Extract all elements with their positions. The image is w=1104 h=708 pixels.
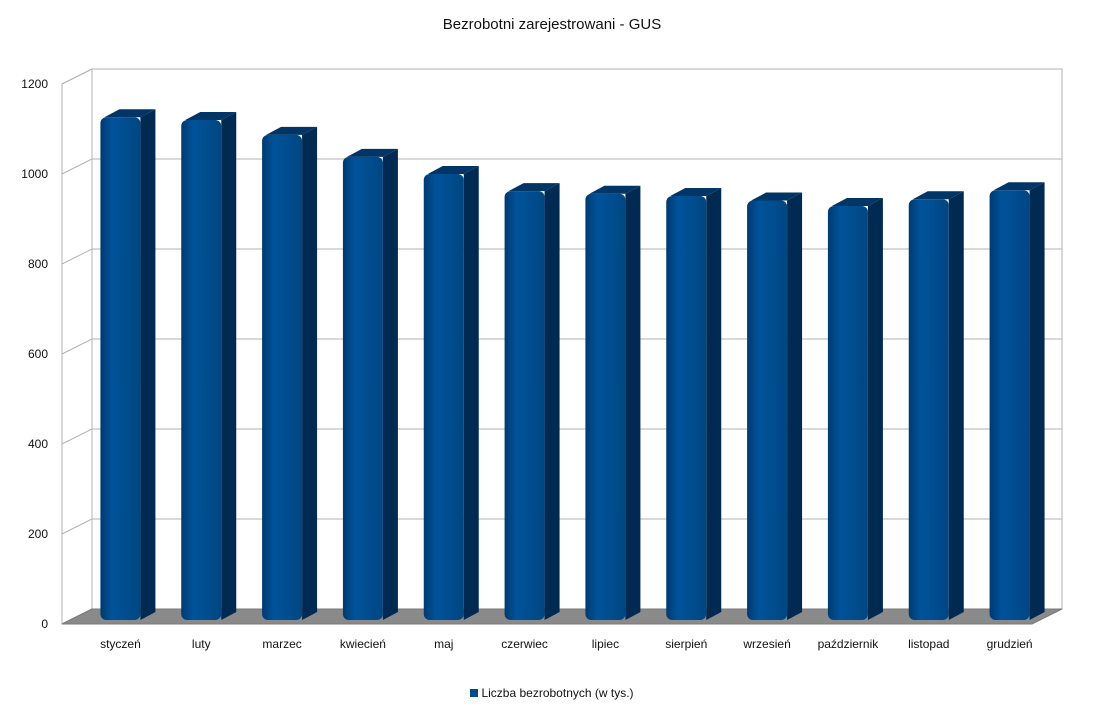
bar (989, 182, 1045, 620)
y-tick-label: 200 (28, 527, 48, 541)
y-tick-label: 1000 (21, 167, 48, 181)
bar-front (262, 134, 303, 620)
bar-side (302, 126, 318, 620)
bar-side (221, 112, 237, 620)
bar-front (342, 156, 383, 620)
x-tick-label: listopad (908, 637, 949, 651)
gridline (61, 248, 1062, 265)
gridlines (61, 68, 1062, 625)
bar (342, 148, 398, 620)
bar-top (831, 197, 883, 206)
y-tick-label: 800 (28, 257, 48, 271)
bar-front (989, 190, 1030, 620)
gridline (61, 518, 1062, 535)
bar-top (670, 188, 722, 197)
bar (504, 183, 560, 620)
x-tick-label: lipiec (592, 637, 619, 651)
legend-swatch (470, 688, 479, 697)
bar (423, 166, 479, 620)
bar-front (181, 120, 222, 620)
bar (747, 192, 803, 621)
y-tick-label: 400 (28, 437, 48, 451)
gridline (61, 428, 1062, 445)
bar-front (908, 199, 949, 620)
bar (585, 185, 641, 621)
x-tick-label: luty (192, 637, 211, 651)
x-tick-label: sierpień (665, 637, 707, 651)
bar-side (787, 192, 803, 621)
gridline (61, 68, 1062, 85)
bar-side (625, 185, 641, 621)
bar (262, 126, 318, 620)
bar (181, 112, 237, 620)
bar-side (544, 183, 560, 620)
bar-top (751, 192, 803, 201)
bar-top (993, 182, 1045, 191)
x-tick-label: marzec (262, 637, 301, 651)
bar-front (666, 196, 707, 621)
bar-side (463, 166, 479, 620)
y-tick-label: 600 (28, 347, 48, 361)
bar-side (948, 191, 964, 620)
x-tick-label: czerwiec (501, 637, 548, 651)
bar (827, 197, 883, 620)
x-tick-label: maj (434, 637, 453, 651)
bar-front (827, 205, 868, 620)
legend: Liczba bezrobotnych (w tys.) (0, 686, 1104, 700)
y-axis-ticks: 0 200 400 600 800 1000 1200 (21, 77, 48, 631)
bar-front (100, 117, 141, 621)
bar (100, 109, 156, 621)
gridline (61, 338, 1062, 355)
x-tick-label: kwiecień (340, 637, 386, 651)
bar-side (706, 188, 722, 621)
bar-side (867, 197, 883, 620)
bar-top (346, 148, 398, 157)
bar-top (427, 166, 479, 174)
bar-top (508, 183, 560, 192)
bar-front (585, 193, 626, 621)
y-tick-label: 1200 (21, 77, 48, 91)
legend-label: Liczba bezrobotnych (w tys.) (481, 686, 634, 700)
x-tick-label: październik (818, 637, 880, 651)
bar-front (504, 191, 545, 620)
x-tick-label: styczeń (100, 637, 141, 651)
bar-top (912, 191, 964, 200)
x-tick-label: wrzesień (742, 637, 790, 651)
bar-top (266, 126, 318, 135)
bar-front (747, 200, 788, 621)
bar-side (140, 109, 156, 621)
bar-front (423, 174, 464, 620)
bar (908, 191, 964, 620)
gridline (61, 158, 1062, 175)
x-tick-label: grudzień (987, 637, 1033, 651)
bar (666, 188, 722, 621)
bar-top (589, 185, 641, 194)
x-axis-ticks: styczeń luty marzec kwiecień maj czerwiec lipi… (100, 637, 1033, 651)
bars (100, 109, 1045, 621)
bar-top (104, 109, 156, 118)
y-tick-label: 0 (41, 617, 48, 631)
bar-top (185, 112, 237, 120)
chart-title: Bezrobotni zarejestrowani - GUS (442, 16, 662, 33)
bar-side (1029, 182, 1045, 620)
bar-side (382, 148, 398, 620)
